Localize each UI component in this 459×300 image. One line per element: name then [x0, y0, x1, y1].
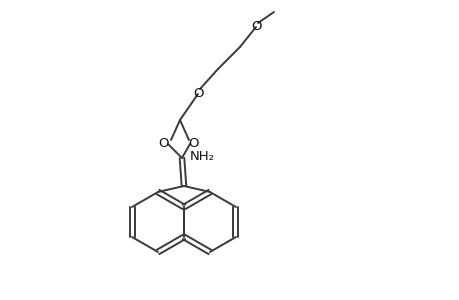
Text: O: O: [193, 86, 204, 100]
Text: O: O: [188, 136, 199, 149]
Text: NH₂: NH₂: [190, 149, 214, 163]
Text: O: O: [158, 136, 169, 149]
Text: O: O: [251, 20, 262, 32]
